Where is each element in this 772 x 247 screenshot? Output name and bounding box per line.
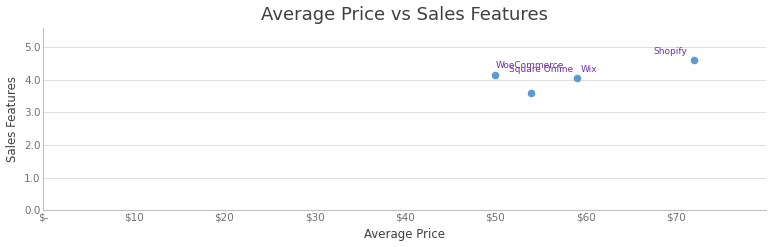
Point [525, 91, 537, 95]
Text: WooCommerce: WooCommerce [496, 61, 564, 70]
Point [489, 73, 502, 77]
Text: Shopify: Shopify [653, 46, 687, 56]
Point [571, 76, 583, 80]
Text: Wix: Wix [581, 65, 598, 74]
Title: Average Price vs Sales Features: Average Price vs Sales Features [262, 5, 548, 23]
Y-axis label: Sales Features: Sales Features [5, 76, 19, 162]
Point [688, 59, 700, 62]
Text: Square Online: Square Online [509, 65, 573, 74]
X-axis label: Average Price: Average Price [364, 228, 445, 242]
